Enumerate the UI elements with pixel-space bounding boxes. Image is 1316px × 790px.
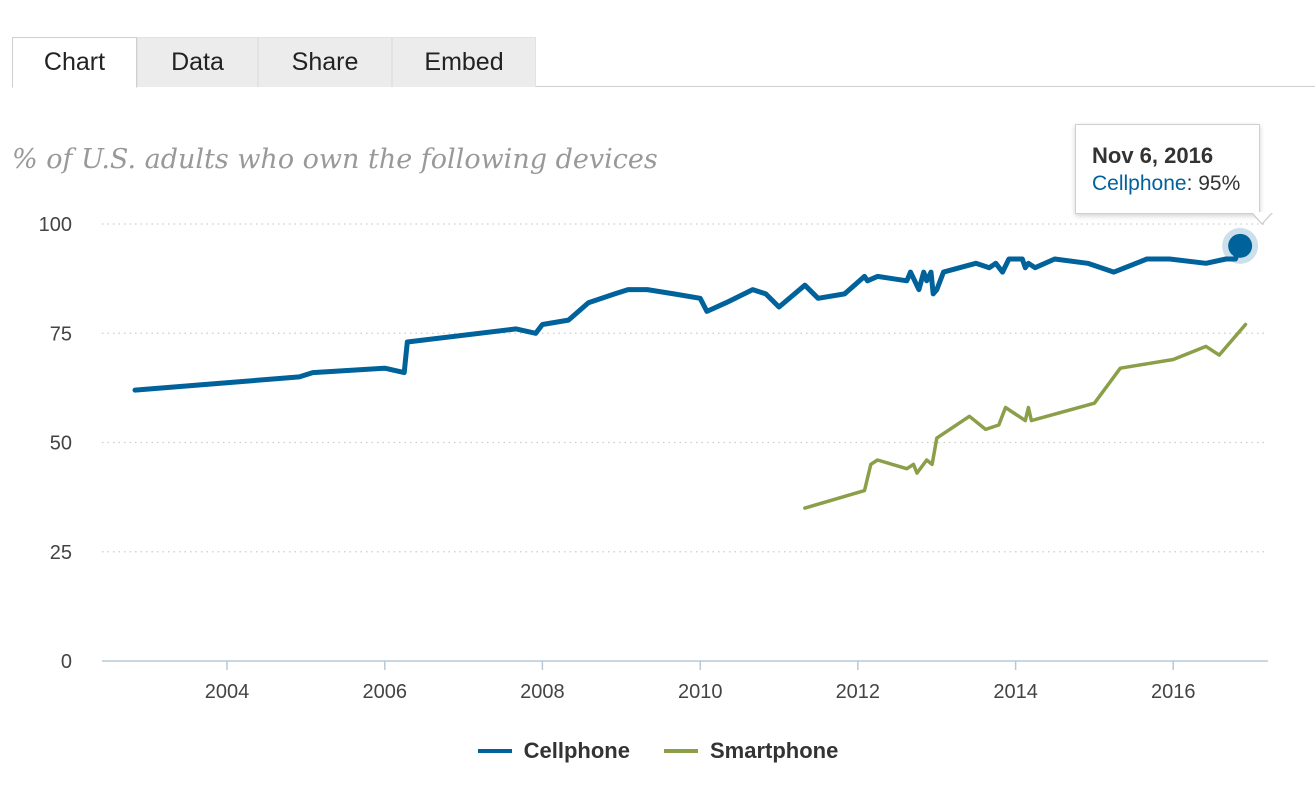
- tab-data[interactable]: Data: [137, 37, 258, 87]
- tooltip-value-line: Cellphone: 95%: [1092, 170, 1259, 198]
- x-tick-label-2014: 2014: [993, 681, 1038, 703]
- highlight-point: [1228, 233, 1253, 258]
- tab-bar: Chart Data Share Embed: [12, 37, 1315, 88]
- legend-swatch-smartphone: [663, 749, 698, 753]
- series-line-smartphone: [803, 322, 1248, 510]
- tab-chart[interactable]: Chart: [12, 37, 137, 88]
- tooltip-date: Nov 6, 2016: [1092, 143, 1214, 168]
- tooltip-caret: [1251, 212, 1273, 225]
- legend-item-cellphone[interactable]: Cellphone: [477, 738, 630, 764]
- tooltip: Nov 6, 2016 Cellphone: 95%: [1075, 124, 1273, 225]
- legend: Cellphone Smartphone: [0, 738, 1316, 764]
- x-tick-label-2016: 2016: [1151, 681, 1196, 703]
- gridlines: [102, 223, 1268, 553]
- tooltip-series-name: Cellphone: [1092, 172, 1187, 195]
- x-tick-label-2006: 2006: [363, 681, 408, 703]
- x-tick-label-2008: 2008: [520, 681, 565, 703]
- y-tick-label-25: 25: [50, 542, 72, 564]
- tab-embed[interactable]: Embed: [392, 37, 536, 87]
- legend-label-cellphone: Cellphone: [523, 738, 630, 763]
- tab-bar-divider: [12, 86, 1315, 87]
- tooltip-value: 95%: [1198, 172, 1241, 195]
- y-tick-label-100: 100: [39, 214, 72, 236]
- chart-subtitle: % of U.S. adults who own the following d…: [12, 144, 658, 175]
- y-tick-label-0: 0: [61, 651, 72, 673]
- y-axis: 0 25 50 75 100: [39, 214, 72, 673]
- legend-swatch-cellphone: [477, 749, 512, 753]
- tooltip-separator: :: [1186, 172, 1199, 195]
- x-tick-label-2010: 2010: [678, 681, 723, 703]
- x-axis: 2004 2006 2008 2010 2012 2014 2016: [102, 660, 1268, 703]
- tab-share[interactable]: Share: [258, 37, 392, 87]
- legend-item-smartphone[interactable]: Smartphone: [663, 738, 839, 764]
- y-tick-label-50: 50: [50, 433, 72, 455]
- legend-label-smartphone: Smartphone: [709, 738, 839, 763]
- series-lines[interactable]: [132, 243, 1248, 510]
- hover-marker[interactable]: [1222, 227, 1259, 264]
- x-tick-label-2004: 2004: [205, 681, 250, 703]
- x-tick-label-2012: 2012: [836, 681, 881, 703]
- y-tick-label-75: 75: [50, 323, 72, 345]
- series-line-cellphone: [132, 243, 1243, 393]
